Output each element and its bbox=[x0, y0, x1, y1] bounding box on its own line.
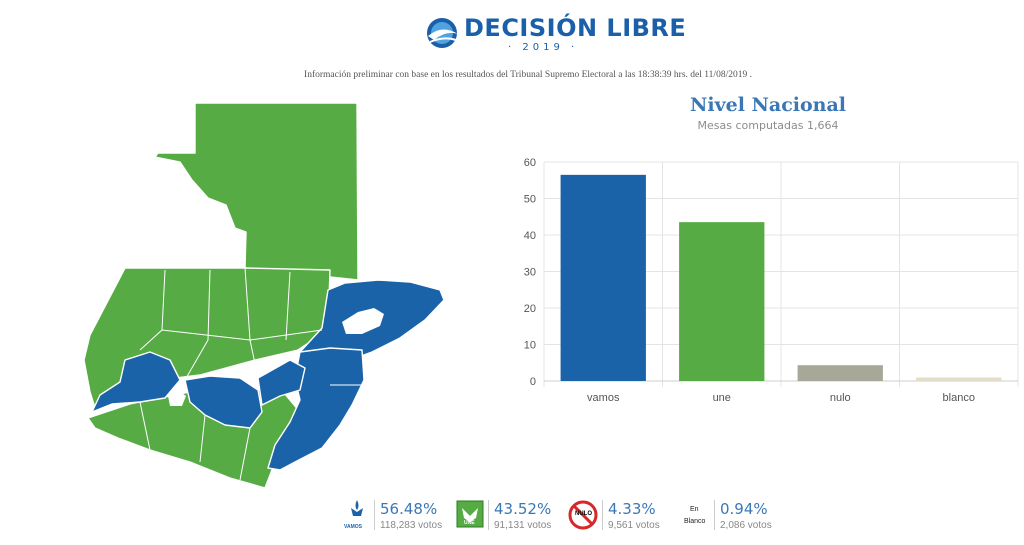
map-region-peten[interactable] bbox=[154, 102, 359, 281]
candidate-nulo[interactable]: NULO 4.33% 9,561 votos bbox=[568, 498, 678, 534]
y-tick-label: 50 bbox=[524, 194, 536, 206]
map-region-central[interactable] bbox=[184, 375, 263, 429]
map-lake-atitlan bbox=[168, 390, 186, 406]
nulo-separator bbox=[602, 500, 603, 530]
vamos-percent: 56.48% bbox=[380, 500, 438, 518]
map-region-east-central[interactable] bbox=[257, 359, 306, 406]
x-tick-label-vamos: vamos bbox=[587, 392, 620, 404]
summary-subtitle: Mesas computadas 1,664 bbox=[697, 119, 839, 132]
logo-text: DECISIÓN LIBRE bbox=[464, 14, 687, 42]
candidate-une[interactable]: UNE 43.52% 91,131 votos bbox=[456, 498, 568, 534]
x-tick-label-une: une bbox=[713, 392, 731, 404]
bar-nulo[interactable] bbox=[797, 365, 883, 381]
decision-libre-logo: DECISIÓN LIBRE · 2019 · bbox=[424, 12, 686, 53]
nulo-votes: 9,561 votos bbox=[608, 520, 660, 531]
x-tick-label-blanco: blanco bbox=[943, 392, 975, 404]
nulo-percent: 4.33% bbox=[608, 500, 656, 518]
candidate-vamos[interactable]: VAMOS 56.48% 118,283 votos bbox=[344, 498, 454, 534]
vamos-separator bbox=[374, 500, 375, 530]
bar-blanco[interactable] bbox=[916, 377, 1002, 381]
logo-year: · 2019 · bbox=[508, 42, 579, 53]
y-tick-label: 20 bbox=[524, 303, 536, 315]
blanco-logo-bottom: Blanco bbox=[684, 518, 706, 525]
bar-une[interactable] bbox=[679, 222, 765, 381]
une-percent: 43.52% bbox=[494, 500, 552, 518]
map-lake-izabal bbox=[342, 308, 384, 334]
national-results-chart: 0 10 20 30 40 50 60 vamos une nulo blanco bbox=[524, 157, 1019, 404]
vamos-votes: 118,283 votos bbox=[380, 520, 443, 531]
map-region-east[interactable] bbox=[267, 347, 365, 471]
disclaimer-text: Información preliminar con base en los r… bbox=[304, 70, 752, 80]
candidate-blanco[interactable]: En Blanco 0.94% 2,086 votos bbox=[680, 498, 790, 534]
une-logo-label: UNE bbox=[464, 520, 475, 526]
nulo-logo-label: NULO bbox=[575, 511, 592, 517]
guatemala-map bbox=[83, 102, 445, 489]
vamos-logo-label: VAMOS bbox=[344, 524, 362, 530]
chart-y-ticks: 0 10 20 30 40 50 60 bbox=[524, 157, 536, 388]
nulo-logo-icon bbox=[568, 500, 598, 530]
une-votes: 91,131 votos bbox=[494, 520, 552, 531]
y-tick-label: 0 bbox=[530, 376, 536, 388]
blanco-percent: 0.94% bbox=[720, 500, 768, 518]
chart-x-ticks: vamos une nulo blanco bbox=[587, 392, 975, 404]
y-tick-label: 30 bbox=[524, 267, 536, 279]
blanco-logo-top: En bbox=[690, 506, 699, 513]
blanco-votes: 2,086 votos bbox=[720, 520, 772, 531]
logo-swirl-icon bbox=[427, 18, 458, 48]
vamos-logo-icon bbox=[351, 500, 363, 516]
bar-vamos[interactable] bbox=[560, 174, 646, 381]
chart-bars bbox=[560, 174, 1002, 381]
y-tick-label: 40 bbox=[524, 230, 536, 242]
x-tick-label-nulo: nulo bbox=[830, 392, 851, 404]
une-logo-icon bbox=[456, 500, 484, 528]
une-separator bbox=[488, 500, 489, 530]
summary-title: Nivel Nacional bbox=[689, 94, 847, 116]
y-tick-label: 60 bbox=[524, 157, 536, 169]
y-tick-label: 10 bbox=[524, 340, 536, 352]
blanco-separator bbox=[714, 500, 715, 530]
